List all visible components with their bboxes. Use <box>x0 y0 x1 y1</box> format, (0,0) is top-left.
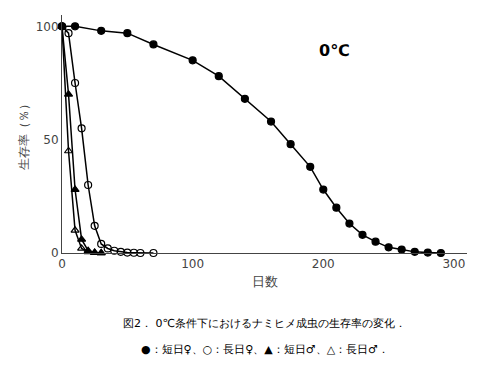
svg-text:300: 300 <box>442 257 465 271</box>
svg-text:0: 0 <box>51 246 59 260</box>
svg-text:生存率（％）: 生存率（％） <box>17 98 31 170</box>
svg-text:日数: 日数 <box>252 274 278 289</box>
svg-text:100: 100 <box>36 20 59 34</box>
svg-text:0: 0 <box>58 257 66 271</box>
svg-text:100: 100 <box>181 257 204 271</box>
svg-text:図2． 0℃条件下におけるナミヒメ成虫の生存率の変化．: 図2． 0℃条件下におけるナミヒメ成虫の生存率の変化． <box>123 317 406 330</box>
svg-text:200: 200 <box>312 257 335 271</box>
svg-text:●：短日♀、○：長日♀、▲：短日♂、△：長日♂．: ●：短日♀、○：長日♀、▲：短日♂、△：長日♂． <box>141 343 389 356</box>
svg-text:50: 50 <box>43 133 58 147</box>
svg-text:0℃: 0℃ <box>319 41 350 60</box>
